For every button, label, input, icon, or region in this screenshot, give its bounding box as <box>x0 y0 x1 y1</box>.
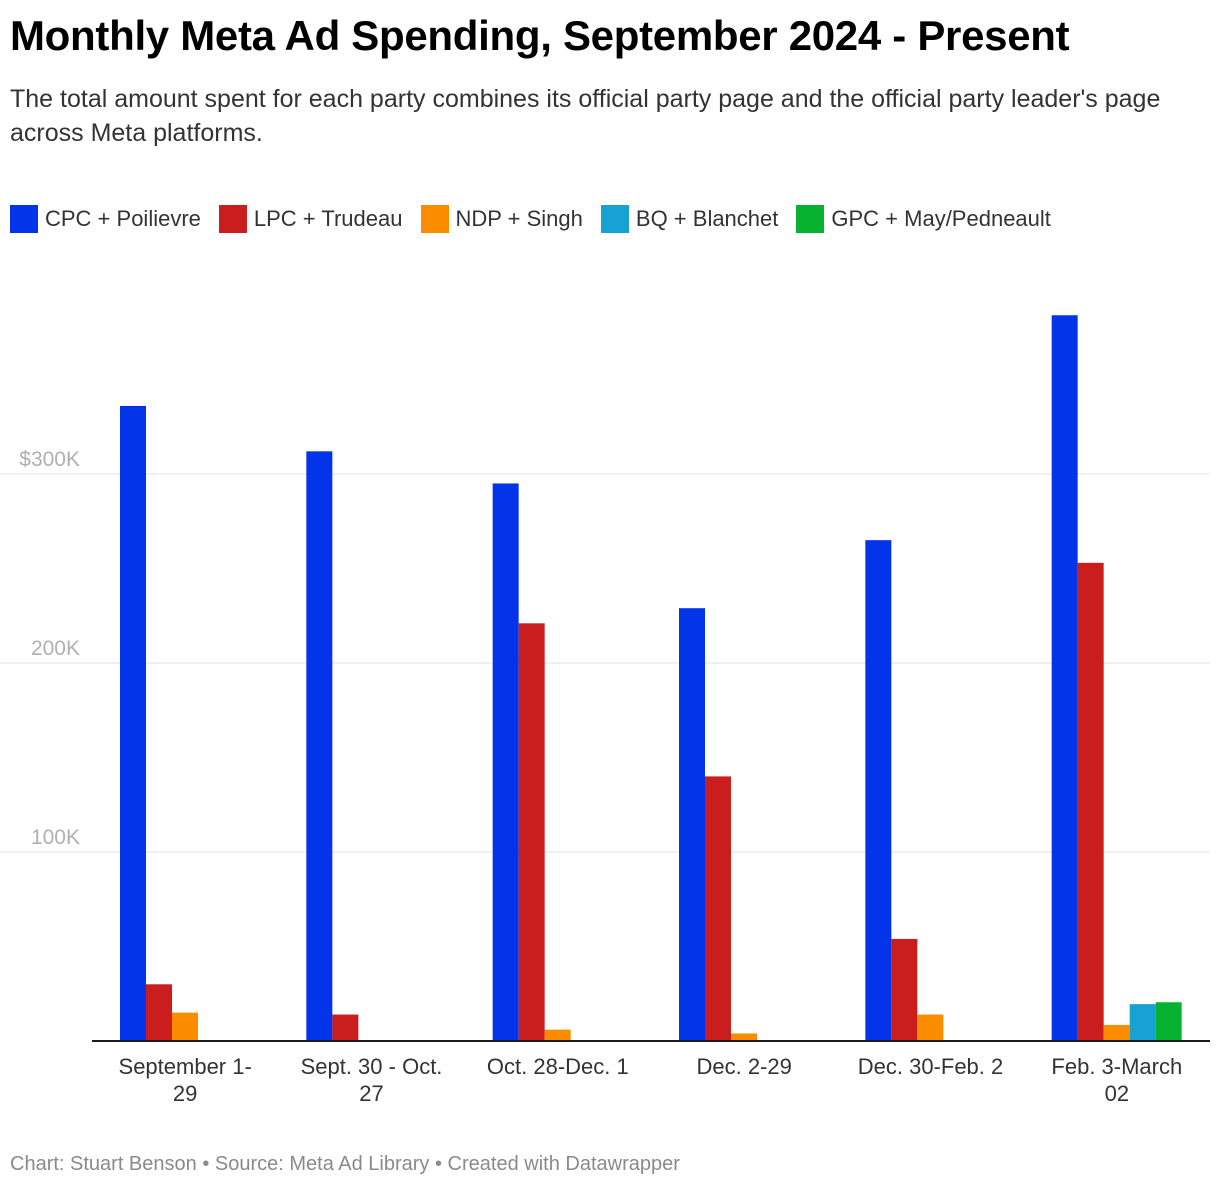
legend-label: CPC + Poilievre <box>45 206 201 231</box>
chart-title: Monthly Meta Ad Spending, September 2024… <box>10 12 1070 59</box>
bar-cpc-poilievre <box>1051 315 1078 1041</box>
bar-lpc-trudeau <box>1077 562 1104 1041</box>
bar-cpc-poilievre <box>679 608 705 1041</box>
bar-cpc-poilievre <box>865 540 892 1041</box>
legend-item-gpc-may-pedneault: GPC + May/Pedneault <box>796 205 1051 233</box>
x-tick-label: Oct. 28-Dec. 1 <box>487 1054 629 1079</box>
bar-gpc-may-pedneault <box>1155 1002 1182 1041</box>
legend-label: LPC + Trudeau <box>253 206 403 231</box>
x-tick-label: Feb. 3-March 02 <box>1051 1054 1182 1106</box>
legend-swatch <box>218 205 247 233</box>
y-tick-label: $300K <box>19 448 80 471</box>
bar-cpc-poilievre <box>492 483 519 1041</box>
y-tick-label: 100K <box>31 826 80 849</box>
bar-ndp-singh <box>1103 1024 1130 1041</box>
x-tick-label: Dec. 2-29 <box>696 1054 791 1079</box>
bar-lpc-trudeau <box>518 623 545 1041</box>
bar-ndp-singh <box>731 1033 757 1041</box>
bar-lpc-trudeau <box>332 1014 359 1041</box>
legend-swatch <box>420 205 449 233</box>
x-tick-label: September 1-29 <box>119 1054 252 1106</box>
legend-label: NDP + Singh <box>455 206 583 231</box>
legend-swatch <box>600 205 629 233</box>
x-tick-label: Dec. 30-Feb. 2 <box>858 1054 1004 1079</box>
bar-ndp-singh <box>917 1014 944 1041</box>
bar-lpc-trudeau <box>146 984 172 1041</box>
y-tick-label: 200K <box>31 637 80 660</box>
legend-item-bq-blanchet: BQ + Blanchet <box>600 205 779 233</box>
bar-ndp-singh <box>172 1012 198 1041</box>
bar-cpc-poilievre <box>306 451 333 1041</box>
bar-chart: 100K 200K $300K September 1-29 Sept. 30 - Oc… <box>0 315 1210 1106</box>
chart-footer: Chart: Stuart Benson • Source: Meta Ad L… <box>10 1153 680 1175</box>
bar-cpc-poilievre <box>120 405 146 1041</box>
legend-item-ndp-singh: NDP + Singh <box>420 205 583 233</box>
bar-lpc-trudeau <box>705 776 731 1041</box>
bar-bq-blanchet <box>1129 1004 1156 1041</box>
chart-subtitle: The total amount spent for each party co… <box>10 85 1161 147</box>
x-tick-label: Sept. 30 - Oct. 27 <box>301 1054 443 1106</box>
bar-ndp-singh <box>544 1029 571 1041</box>
legend-item-lpc-trudeau: LPC + Trudeau <box>218 205 403 233</box>
legend-label: BQ + Blanchet <box>635 206 779 231</box>
legend-swatch <box>796 205 825 233</box>
legend-label: GPC + May/Pedneault <box>831 206 1051 231</box>
chart-legend: CPC + Poilievre LPC + Trudeau NDP + Singh B… <box>10 202 1210 236</box>
legend-swatch <box>10 205 38 233</box>
bar-lpc-trudeau <box>891 938 918 1041</box>
legend-item-cpc-poilievre: CPC + Poilievre <box>10 205 201 233</box>
